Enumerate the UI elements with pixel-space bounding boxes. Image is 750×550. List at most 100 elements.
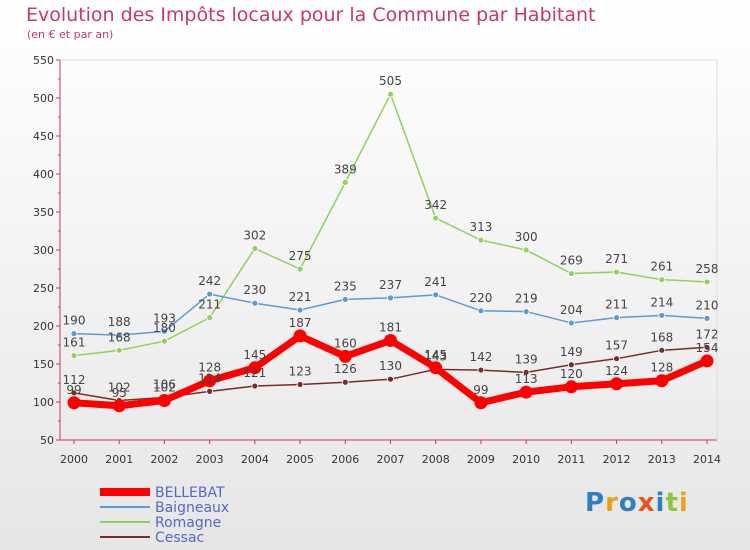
x-tick-label: 2013: [648, 453, 676, 466]
x-tick-label: 2011: [557, 453, 585, 466]
data-label-baigneaux: 190: [63, 314, 86, 328]
data-point-bellebat: [429, 361, 443, 375]
data-point-baigneaux: [387, 294, 394, 302]
data-label-romagne: 300: [515, 230, 538, 244]
data-point-romagne: [70, 352, 78, 360]
logo-letter: o: [618, 488, 638, 518]
data-point-cessac: [658, 346, 666, 354]
data-label-cessac: 142: [469, 350, 492, 364]
data-point-baigneaux: [658, 311, 666, 319]
data-label-bellebat: 99: [473, 383, 488, 397]
data-label-baigneaux: 211: [605, 298, 628, 312]
x-tick-label: 2006: [331, 453, 359, 466]
data-point-cessac: [206, 387, 214, 395]
logo-letter: P: [585, 488, 606, 518]
y-tick-label: 200: [33, 320, 54, 333]
data-label-bellebat: 181: [379, 320, 402, 334]
data-label-cessac: 168: [650, 330, 673, 344]
data-point-romagne: [567, 270, 575, 277]
data-point-bellebat: [384, 333, 397, 347]
y-tick-label: 300: [33, 244, 54, 257]
data-point-baigneaux: [477, 307, 485, 315]
data-point-bellebat: [112, 399, 126, 413]
x-tick-label: 2003: [196, 453, 224, 466]
data-point-romagne: [251, 245, 259, 252]
x-tick-label: 2009: [467, 453, 495, 466]
chart-subtitle: (en € et par an): [27, 28, 114, 41]
proxiti-logo: Proxiti: [585, 488, 689, 518]
data-label-bellebat: 95: [112, 386, 127, 400]
data-point-baigneaux: [341, 295, 349, 303]
data-point-cessac: [522, 368, 530, 376]
legend-label-cessac: Cessac: [155, 530, 204, 546]
data-point-bellebat: [248, 361, 262, 375]
data-label-bellebat: 128: [650, 361, 673, 375]
data-label-romagne: 258: [696, 262, 719, 276]
data-label-romagne: 211: [198, 298, 221, 312]
data-label-cessac: 106: [153, 377, 176, 391]
data-point-romagne: [296, 265, 304, 273]
data-point-romagne: [161, 337, 168, 345]
data-point-romagne: [432, 214, 440, 222]
data-label-bellebat: 145: [424, 348, 447, 362]
data-point-baigneaux: [613, 314, 620, 322]
data-label-cessac: 126: [334, 362, 357, 376]
data-label-romagne: 269: [560, 254, 583, 268]
data-label-romagne: 261: [650, 260, 673, 274]
data-point-bellebat: [67, 396, 81, 410]
x-tick-label: 2007: [377, 453, 405, 466]
data-label-bellebat: 160: [334, 336, 357, 350]
chart-title: Evolution des Impôts locaux pour la Comm…: [26, 4, 596, 26]
data-label-bellebat: 102: [153, 380, 176, 394]
data-point-bellebat: [519, 385, 533, 399]
y-tick-label: 500: [33, 92, 54, 105]
x-tick-label: 2000: [60, 453, 88, 466]
data-point-cessac: [703, 343, 711, 351]
data-label-romagne: 180: [153, 321, 176, 335]
data-point-baigneaux: [432, 291, 440, 299]
data-label-romagne: 389: [334, 162, 357, 176]
data-point-cessac: [387, 375, 394, 383]
data-point-baigneaux: [522, 308, 530, 315]
chart-axes: 50 100 150 200 250 300 350 400 450 500 550 2000 2001…: [33, 54, 721, 466]
y-tick-label: 350: [33, 206, 54, 219]
y-tick-label: 400: [33, 168, 54, 181]
chart-lines: [67, 90, 714, 413]
data-label-romagne: 342: [424, 198, 447, 212]
data-point-bellebat: [203, 374, 217, 388]
data-label-baigneaux: 235: [334, 279, 357, 293]
data-point-romagne: [522, 246, 530, 254]
data-point-romagne: [387, 90, 394, 98]
data-label-bellebat: 145: [243, 348, 266, 362]
data-label-baigneaux: 237: [379, 278, 402, 292]
legend-label-baigneaux: Baigneaux: [155, 500, 229, 516]
y-tick-label: 250: [33, 282, 54, 295]
data-point-baigneaux: [251, 299, 259, 307]
data-label-romagne: 505: [379, 74, 402, 88]
logo-letter: i: [655, 488, 666, 518]
x-tick-label: 2012: [603, 453, 631, 466]
data-point-baigneaux: [70, 330, 78, 338]
data-point-cessac: [613, 355, 620, 363]
data-point-baigneaux: [206, 290, 214, 298]
data-label-cessac: 143: [424, 349, 447, 363]
data-label-romagne: 313: [469, 220, 492, 234]
data-point-romagne: [613, 268, 620, 276]
data-label-cessac: 114: [198, 371, 221, 385]
data-label-romagne: 302: [243, 228, 266, 242]
data-point-cessac: [251, 382, 259, 390]
x-tick-label: 2014: [693, 453, 721, 466]
data-point-cessac: [296, 381, 304, 388]
data-label-cessac: 102: [108, 380, 131, 394]
x-tick-label: 2001: [105, 453, 133, 466]
data-label-bellebat: 154: [696, 341, 719, 355]
y-tick-label: 150: [33, 358, 54, 371]
data-label-romagne: 275: [289, 249, 312, 263]
logo-letter: x: [637, 488, 656, 518]
data-label-baigneaux: 221: [289, 290, 312, 304]
data-point-bellebat: [293, 329, 307, 343]
